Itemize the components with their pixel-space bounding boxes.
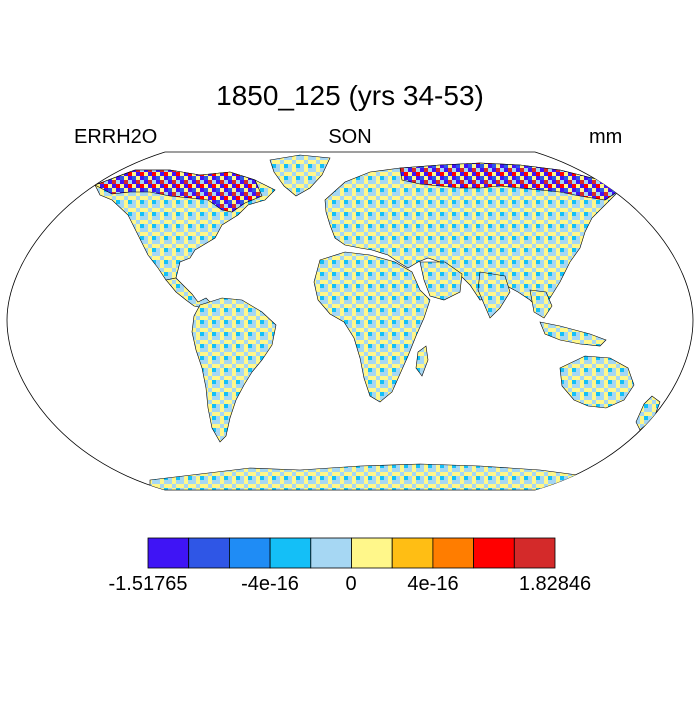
land-central-america: [165, 277, 213, 309]
plot-title: 1850_125 (yrs 34-53): [216, 80, 484, 111]
season-label: SON: [328, 126, 372, 148]
land-australia: [559, 355, 635, 409]
land-africa: [313, 251, 431, 403]
colorbar-swatch-6: [391, 537, 434, 569]
colorbar: [147, 537, 556, 569]
land-madagascar: [415, 345, 429, 377]
colorbar-tick-label: -1.51765: [108, 573, 188, 595]
colorbar-tick-label: 4e-16: [407, 573, 459, 595]
land-south-america: [191, 297, 277, 443]
land-indonesia: [539, 321, 607, 347]
colorbar-swatch-0: [147, 537, 190, 569]
colorbar-swatch-5: [351, 537, 393, 569]
land-greenland: [269, 154, 331, 197]
colorbar-tick-label: -4e-16: [241, 573, 299, 595]
colorbar-swatch-3: [269, 537, 312, 569]
land-arabia: [419, 261, 463, 301]
colorbar-swatch-1: [188, 537, 230, 569]
land-siberia-high: [399, 162, 621, 201]
units-label: mm: [589, 126, 623, 148]
colorbar-swatch-2: [228, 537, 271, 569]
land-india: [477, 271, 511, 319]
colorbar-swatch-4: [310, 537, 352, 569]
colorbar-tick-label: 1.82846: [518, 573, 592, 595]
land-southeast-asia: [529, 289, 553, 319]
colorbar-swatch-8: [473, 537, 515, 569]
land-antarctica: [149, 463, 601, 490]
colorbar-swatch-7: [432, 537, 474, 569]
colorbar-tick-label: 0: [345, 573, 357, 595]
land-north-america-arctic: [94, 169, 263, 213]
colorbar-swatch-9: [513, 537, 556, 569]
variable-label: ERRH2O: [74, 126, 158, 148]
